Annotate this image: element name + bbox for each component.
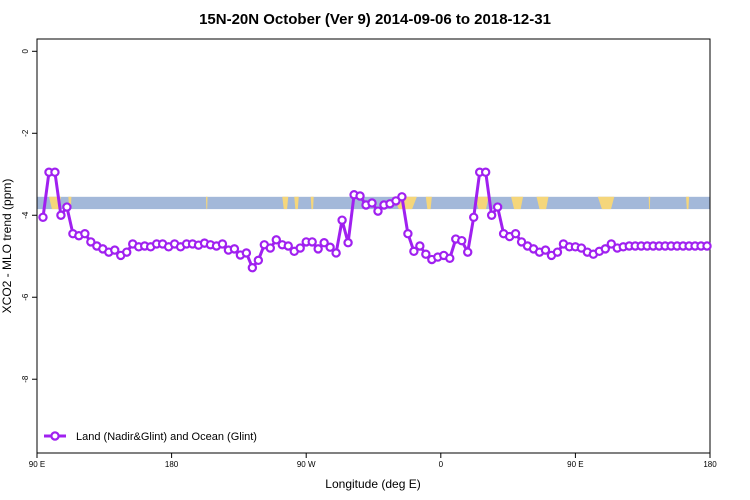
data-point — [337, 215, 347, 225]
data-point — [415, 241, 425, 251]
y-tick-label: -6 — [21, 293, 30, 301]
data-point — [576, 243, 587, 253]
x-tick-label: 90 E — [567, 460, 583, 469]
data-point — [397, 192, 407, 202]
data-point — [247, 263, 258, 273]
data-point — [510, 229, 521, 239]
y-tick-label: -2 — [21, 129, 30, 137]
data-point — [283, 241, 293, 251]
data-point — [480, 167, 491, 177]
y-axis-label: XCO2 - MLO trend (ppm) — [0, 179, 14, 314]
data-point — [421, 249, 431, 259]
data-point — [122, 247, 132, 257]
data-point — [50, 167, 60, 177]
land-patch — [511, 196, 524, 210]
data-point — [540, 245, 551, 255]
land-patch — [536, 196, 549, 210]
x-tick-label: 180 — [703, 460, 717, 469]
land-patch — [282, 196, 289, 210]
x-tick-label: 90 W — [297, 460, 316, 469]
land-patch — [205, 196, 208, 210]
y-tick-label: -4 — [21, 211, 30, 219]
legend-marker — [50, 431, 60, 441]
data-point — [492, 202, 503, 212]
data-point — [457, 235, 467, 246]
y-tick-label: 0 — [21, 49, 30, 54]
series-polyline — [41, 170, 707, 270]
data-point — [702, 241, 712, 251]
data-point — [486, 210, 497, 220]
data-point — [600, 244, 611, 254]
data-point — [445, 253, 455, 263]
data-point — [552, 247, 563, 257]
x-tick-label: 0 — [439, 460, 444, 469]
series-line — [38, 167, 712, 273]
x-axis: 90 E 180 90 W 0 90 E 180 — [29, 453, 717, 469]
chart-title: 15N-20N October (Ver 9) 2014-09-06 to 20… — [199, 11, 551, 28]
data-point — [325, 242, 335, 252]
data-point — [229, 244, 240, 254]
legend-label: Land (Nadir&Glint) and Ocean (Glint) — [76, 431, 257, 443]
data-point — [606, 239, 616, 249]
data-point — [295, 243, 305, 253]
data-point — [80, 229, 90, 239]
land-patch — [648, 196, 651, 210]
data-point — [38, 212, 48, 223]
data-point — [355, 191, 365, 201]
data-point — [86, 237, 96, 247]
data-point — [367, 198, 377, 208]
data-point — [409, 246, 419, 257]
data-point — [403, 229, 413, 239]
land-patch — [597, 196, 615, 210]
land-patch — [475, 196, 489, 210]
legend: Land (Nadir&Glint) and Ocean (Glint) — [44, 431, 257, 443]
data-point — [463, 247, 473, 257]
data-point — [271, 235, 281, 245]
land-patch — [310, 196, 314, 210]
data-point — [319, 238, 329, 248]
x-tick-label: 90 E — [29, 460, 45, 469]
data-point — [343, 238, 353, 248]
data-point — [469, 212, 479, 223]
data-point — [307, 237, 317, 247]
y-tick-label: -8 — [21, 375, 30, 383]
land-patch — [294, 196, 299, 210]
data-point — [265, 243, 276, 253]
data-point — [217, 239, 228, 249]
data-point — [110, 245, 120, 255]
x-tick-label: 180 — [165, 460, 179, 469]
land-patch — [686, 196, 690, 210]
data-point — [373, 206, 383, 216]
data-point — [313, 244, 323, 254]
data-point — [62, 202, 72, 212]
land-patch — [425, 196, 432, 210]
data-point — [516, 237, 527, 247]
data-point — [56, 210, 66, 220]
y-axis: 0 -2 -4 -6 -8 — [21, 49, 37, 383]
data-point — [391, 196, 401, 206]
x-axis-label: Longitude (deg E) — [325, 477, 420, 491]
data-point — [241, 248, 252, 258]
data-point — [331, 248, 341, 258]
data-point — [253, 255, 264, 266]
